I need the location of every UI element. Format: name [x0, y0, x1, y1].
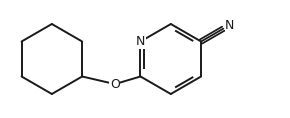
Text: N: N — [136, 35, 145, 48]
Text: N: N — [225, 19, 234, 32]
Text: O: O — [110, 78, 120, 91]
